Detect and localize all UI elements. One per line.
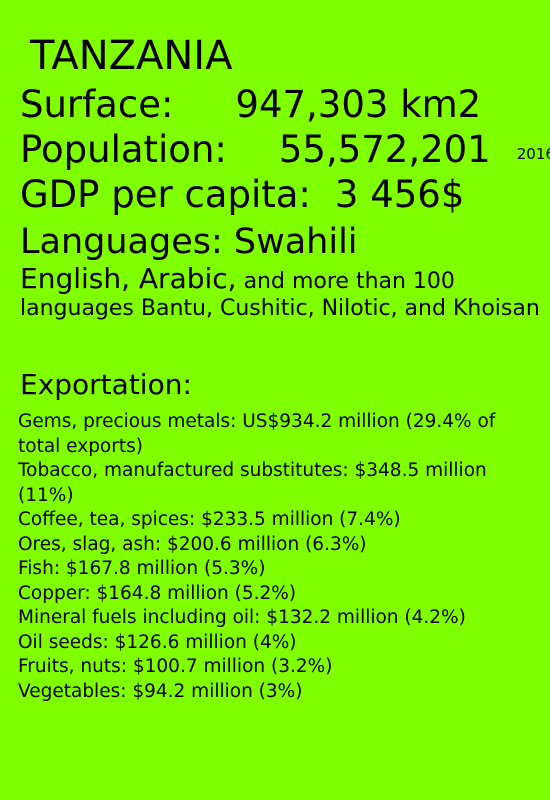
export-item: Tobacco, manufactured substitutes: $348.…	[18, 460, 487, 506]
surface-row: Surface: 947,303 km2	[20, 83, 482, 126]
more-languages: and more than 100 languages Bantu, Cushi…	[20, 269, 540, 321]
export-item: Ores, slag, ash: $200.6 million (6.3%)	[18, 533, 367, 555]
export-item: Fish: $167.8 million (5.3%)	[18, 558, 266, 579]
population-year: 2016	[516, 145, 550, 163]
country-title: TANZANIA	[30, 33, 233, 79]
gdp-row: GDP per capita: 3 456$	[20, 173, 465, 216]
languages-row: Languages: Swahili	[20, 222, 358, 262]
gdp-value: 3 456$	[334, 173, 465, 216]
export-item: Fruits, nuts: $100.7 million (3.2%)	[18, 656, 333, 677]
gdp-label: GDP per capita:	[20, 173, 311, 216]
export-item: Copper: $164.8 million (5.2%)	[18, 582, 297, 604]
export-item: Vegetables: $94.2 million (3%)	[18, 680, 303, 702]
surface-label: Surface:	[20, 83, 174, 126]
other-languages: English, Arabic, and more than 100 langu…	[20, 265, 540, 322]
export-item: Mineral fuels including oil: $132.2 mill…	[18, 607, 466, 628]
secondary-languages: English, Arabic,	[20, 262, 237, 295]
population-row: Population: 55,572,201 2016	[20, 128, 550, 171]
export-item: Gems, precious metals: US$934.2 million …	[18, 411, 496, 457]
exportation-heading: Exportation:	[20, 368, 192, 401]
population-label: Population:	[20, 128, 227, 171]
exportation-list: Gems, precious metals: US$934.2 million …	[18, 410, 543, 704]
export-item: Oil seeds: $126.6 million (4%)	[18, 631, 297, 653]
population-value: 55,572,201	[278, 128, 491, 171]
export-item: Coffee, tea, spices: $233.5 million (7.4…	[18, 509, 401, 530]
surface-value: 947,303 km2	[235, 83, 482, 126]
